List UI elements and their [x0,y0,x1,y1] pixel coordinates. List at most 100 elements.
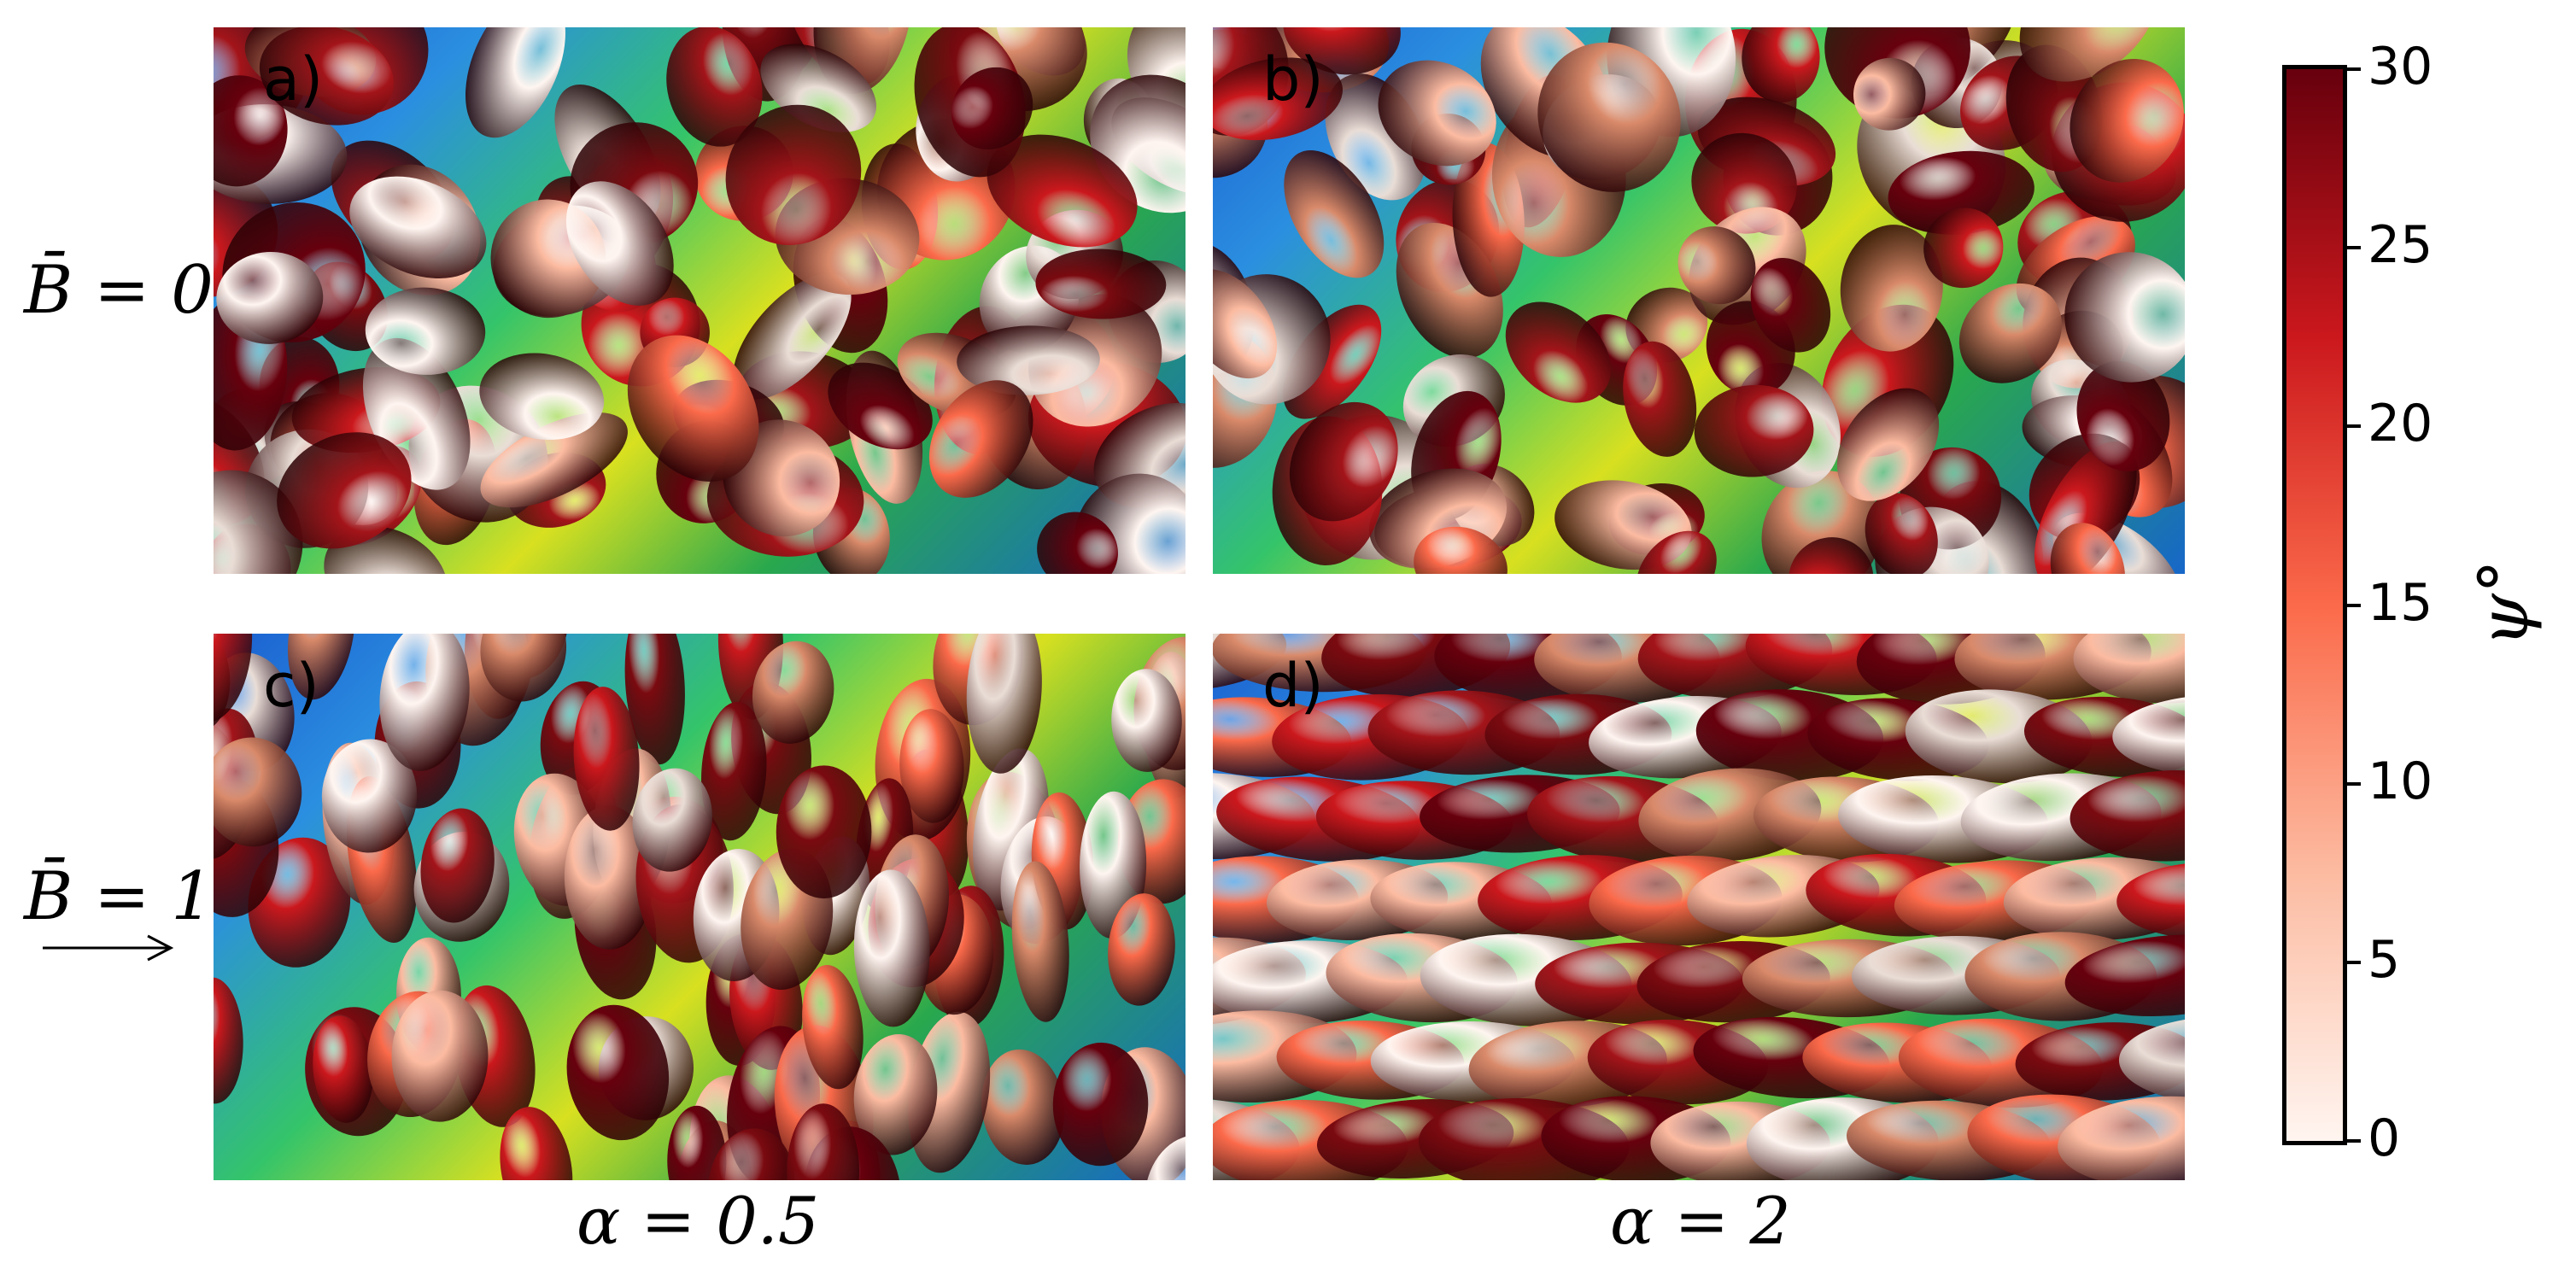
ellipsoid [752,640,834,744]
colorbar-tick [2347,67,2361,71]
column-label-alpha-2: α = 2 [1610,1183,1791,1259]
ellipsoid [1888,150,2034,235]
ellipsoid [2118,1016,2185,1105]
ellipsoid [733,273,852,400]
ellipsoid [1035,249,1167,319]
ellipsoid [1289,401,1398,522]
colorbar-tick [2347,424,2361,429]
colorbar-tick-label: 20 [2368,394,2433,454]
panel-b: b) [1213,27,2185,574]
ellipsoid [465,27,565,138]
ellipsoid [277,432,412,549]
ellipsoid [565,181,674,306]
ellipsoid [2070,58,2184,183]
ellipsoid [391,990,489,1122]
colorbar-tick-label: 5 [2368,929,2401,990]
ellipsoid [667,1105,727,1180]
panel-a: a) [214,27,1186,574]
ellipsoid [214,634,253,722]
ellipsoid [1840,225,1943,352]
ellipsoid [2076,360,2170,471]
field-arrow-icon [41,931,178,965]
ellipsoid [1865,493,1938,574]
ellipsoid [813,27,912,95]
panel-a-label: a) [263,44,324,114]
ellipsoid [480,412,628,508]
ellipsoid [951,67,1033,150]
ellipsoid [776,765,872,899]
ellipsoid [986,134,1138,248]
ellipsoid [2019,27,2158,82]
ellipsoid [214,737,302,847]
panel-a-ellipsoids [214,27,1186,574]
ellipsoid [564,805,654,950]
ellipsoid [1111,669,1182,772]
panel-d-label: d) [1262,651,1324,721]
colorbar-tick-label: 30 [2368,37,2433,97]
panel-d-ellipsoids [1213,634,2185,1180]
ellipsoid [1789,537,1874,574]
ellipsoid [1677,226,1756,305]
ellipsoid [1108,893,1175,1006]
ellipsoid [259,27,394,126]
ellipsoid [480,634,567,702]
ellipsoid [725,104,862,245]
row-label-b0: B̄ = 0 [24,252,214,329]
ellipsoid [479,353,605,440]
panel-c: c) [214,634,1186,1180]
ellipsoid [899,709,964,823]
ellipsoid [1694,384,1814,477]
ellipsoid [1853,57,1926,131]
panel-d: d) [1213,634,2185,1180]
ellipsoid [321,739,418,853]
ellipsoid [981,1049,1065,1165]
ellipsoid [1052,1042,1149,1167]
ellipsoid [1213,269,1278,379]
ellipsoid [666,27,763,147]
ellipsoid [1750,257,1831,353]
ellipsoid [1284,149,1385,278]
ellipsoid [908,1011,991,1173]
ellipsoid [379,634,470,771]
ellipsoid [1923,208,2004,289]
ellipsoid [1283,304,1382,419]
ellipsoid [1836,388,1940,501]
ellipsoid [2070,770,2185,862]
ellipsoid [1145,1135,1186,1180]
ellipsoid [802,964,864,1090]
ellipsoid [2112,694,2185,776]
ellipsoid [349,176,487,279]
colorbar-tick [2347,246,2361,250]
column-label-alpha-05: α = 0.5 [577,1183,820,1259]
ellipsoid [1636,530,1717,574]
ellipsoid [1742,27,1820,103]
ellipsoid [1505,301,1612,403]
ellipsoid [1537,42,1681,192]
panel-c-label: c) [263,651,319,721]
colorbar-tick-label: 25 [2368,215,2433,276]
colorbar-tick [2347,781,2361,786]
ellipsoid [707,1128,795,1180]
panel-c-ellipsoids [214,634,1186,1180]
ellipsoid [624,634,685,765]
ellipsoid [1011,861,1069,1022]
ellipsoid [928,380,1033,498]
ellipsoid [420,808,495,923]
ellipsoid [787,1103,860,1180]
ellipsoid [2064,934,2185,1017]
colorbar-tick [2347,960,2361,964]
colorbar-tick [2347,1139,2361,1143]
panel-b-ellipsoids [1213,27,2185,574]
colorbar-title: ψ° [2463,559,2544,647]
ellipsoid [214,470,303,574]
ellipsoid [500,1107,573,1180]
ellipsoid [632,768,712,872]
ellipsoid [1213,57,1343,141]
ellipsoid [2064,252,2185,383]
ellipsoid [957,325,1100,395]
ellipsoid [1958,283,2063,383]
ellipsoid [2073,634,2185,704]
colorbar-tick-label: 10 [2368,751,2433,811]
ellipsoid [701,701,767,841]
ellipsoid [627,335,759,482]
